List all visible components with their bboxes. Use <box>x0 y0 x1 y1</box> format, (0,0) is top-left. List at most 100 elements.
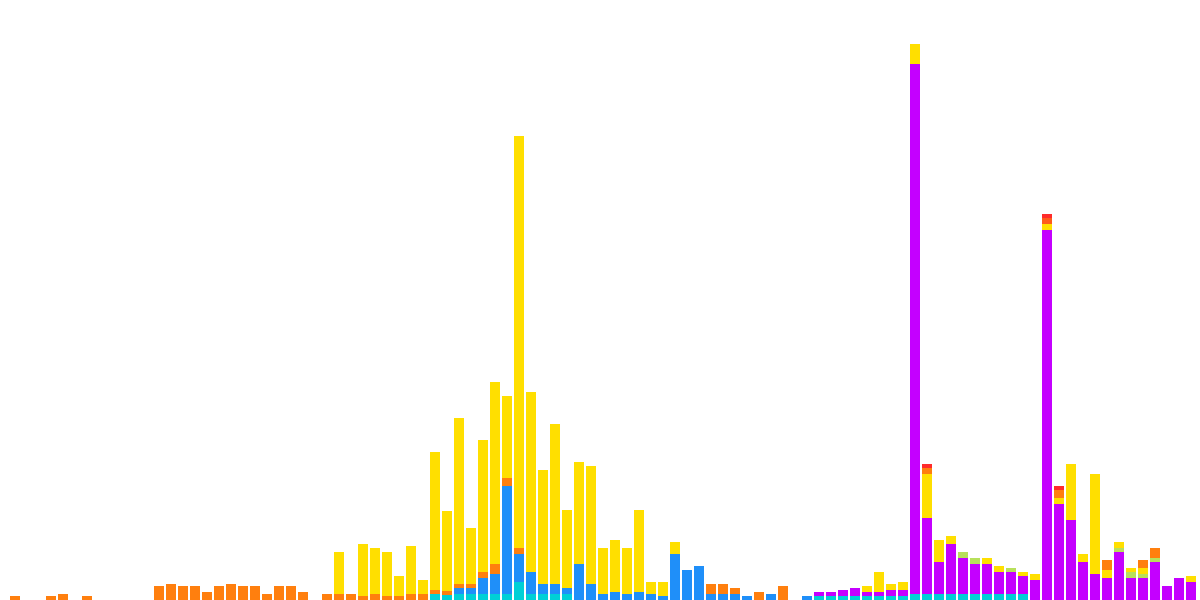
bar-56 <box>682 570 692 600</box>
bar-26 <box>322 594 332 600</box>
bar-59-seg-1 <box>718 584 728 594</box>
bar-58-seg-0 <box>706 594 716 600</box>
bar-24-seg-0 <box>298 592 308 600</box>
bar-44-seg-1 <box>538 584 548 594</box>
bar-34 <box>418 580 428 600</box>
bar-40-seg-2 <box>490 564 500 574</box>
bar-85 <box>1030 574 1040 600</box>
bar-29-seg-0 <box>358 596 368 600</box>
bar-92-seg-1 <box>1114 548 1124 552</box>
bar-94-seg-3 <box>1138 560 1148 568</box>
bar-72-seg-1 <box>874 592 884 596</box>
bar-16-seg-0 <box>202 592 212 600</box>
bar-84-seg-0 <box>1018 594 1028 600</box>
bar-71-seg-2 <box>862 586 872 592</box>
bar-52-seg-1 <box>634 510 644 592</box>
bar-21-seg-0 <box>262 594 272 600</box>
bar-66-seg-0 <box>802 596 812 600</box>
bar-37-seg-0 <box>454 594 464 600</box>
bar-44 <box>538 470 548 600</box>
bar-48-seg-0 <box>586 584 596 600</box>
bar-36-seg-0 <box>442 595 452 600</box>
bar-59 <box>718 584 728 600</box>
bar-48-seg-1 <box>586 466 596 584</box>
bar-37-seg-3 <box>454 418 464 584</box>
bar-78-seg-0 <box>946 594 956 600</box>
bar-70-seg-1 <box>850 588 860 596</box>
bar-31 <box>382 552 392 600</box>
bar-71-seg-0 <box>862 596 872 600</box>
bar-90-seg-1 <box>1090 474 1100 574</box>
bar-38-seg-0 <box>466 594 476 600</box>
bar-70 <box>850 588 860 600</box>
bar-60-seg-0 <box>730 594 740 600</box>
bar-43-seg-2 <box>526 392 536 572</box>
bar-78-seg-1 <box>946 544 956 594</box>
bar-36-seg-1 <box>442 591 452 595</box>
bar-61-seg-0 <box>742 596 752 600</box>
bar-4 <box>58 594 68 600</box>
bar-41-seg-2 <box>502 478 512 486</box>
bar-42-seg-3 <box>514 136 524 548</box>
bar-37-seg-2 <box>454 584 464 588</box>
bar-15-seg-0 <box>190 586 200 600</box>
bar-50-seg-0 <box>610 592 620 600</box>
bar-20 <box>250 586 260 600</box>
bar-89-seg-1 <box>1078 554 1088 562</box>
bar-87-seg-2 <box>1054 490 1064 498</box>
bar-16 <box>202 592 212 600</box>
bar-39-seg-2 <box>478 572 488 578</box>
bar-4-seg-0 <box>58 594 68 600</box>
bar-98-seg-0 <box>1186 582 1196 600</box>
bar-91-seg-2 <box>1102 560 1112 570</box>
bar-29-seg-1 <box>358 544 368 596</box>
bar-49 <box>598 548 608 600</box>
bar-84-seg-1 <box>1018 576 1028 594</box>
bar-41-seg-0 <box>502 594 512 600</box>
bar-93-seg-2 <box>1126 568 1136 572</box>
bar-30-seg-1 <box>370 548 380 594</box>
bar-98-seg-1 <box>1186 576 1196 582</box>
bar-78-seg-2 <box>946 536 956 544</box>
bar-95-seg-1 <box>1150 558 1160 562</box>
bar-6-seg-0 <box>82 596 92 600</box>
bar-84 <box>1018 572 1028 600</box>
bar-39-seg-1 <box>478 578 488 594</box>
bar-96-seg-0 <box>1162 586 1172 600</box>
bar-86-seg-2 <box>1042 218 1052 224</box>
bar-12 <box>154 586 164 600</box>
bar-95 <box>1150 548 1160 600</box>
bar-80-seg-0 <box>970 594 980 600</box>
bar-49-seg-1 <box>598 548 608 594</box>
bar-33 <box>406 546 416 600</box>
bar-92-seg-0 <box>1114 552 1124 600</box>
bar-60 <box>730 588 740 600</box>
bar-93-seg-0 <box>1126 578 1136 600</box>
bar-35-seg-0 <box>430 594 440 600</box>
bar-91 <box>1102 560 1112 600</box>
bar-80-seg-2 <box>970 558 980 564</box>
bar-35-seg-1 <box>430 590 440 594</box>
bar-67 <box>814 592 824 600</box>
bar-50 <box>610 540 620 600</box>
bar-49-seg-0 <box>598 594 608 600</box>
bar-39 <box>478 440 488 600</box>
bar-47-seg-1 <box>574 462 584 564</box>
bar-66 <box>802 596 812 600</box>
bar-14 <box>178 586 188 600</box>
bar-39-seg-3 <box>478 440 488 572</box>
bar-38-seg-3 <box>466 528 476 584</box>
bar-35-seg-2 <box>430 452 440 590</box>
bar-67-seg-0 <box>814 596 824 600</box>
bar-17 <box>214 586 224 600</box>
bar-48 <box>586 466 596 600</box>
bar-77 <box>934 540 944 600</box>
bar-0-seg-0 <box>10 596 20 600</box>
bar-18 <box>226 584 236 600</box>
bar-43-seg-1 <box>526 572 536 594</box>
bar-81 <box>982 558 992 600</box>
bar-88-seg-0 <box>1066 520 1076 600</box>
bar-77-seg-2 <box>934 540 944 562</box>
bar-42-seg-2 <box>514 548 524 554</box>
bar-62 <box>754 592 764 600</box>
